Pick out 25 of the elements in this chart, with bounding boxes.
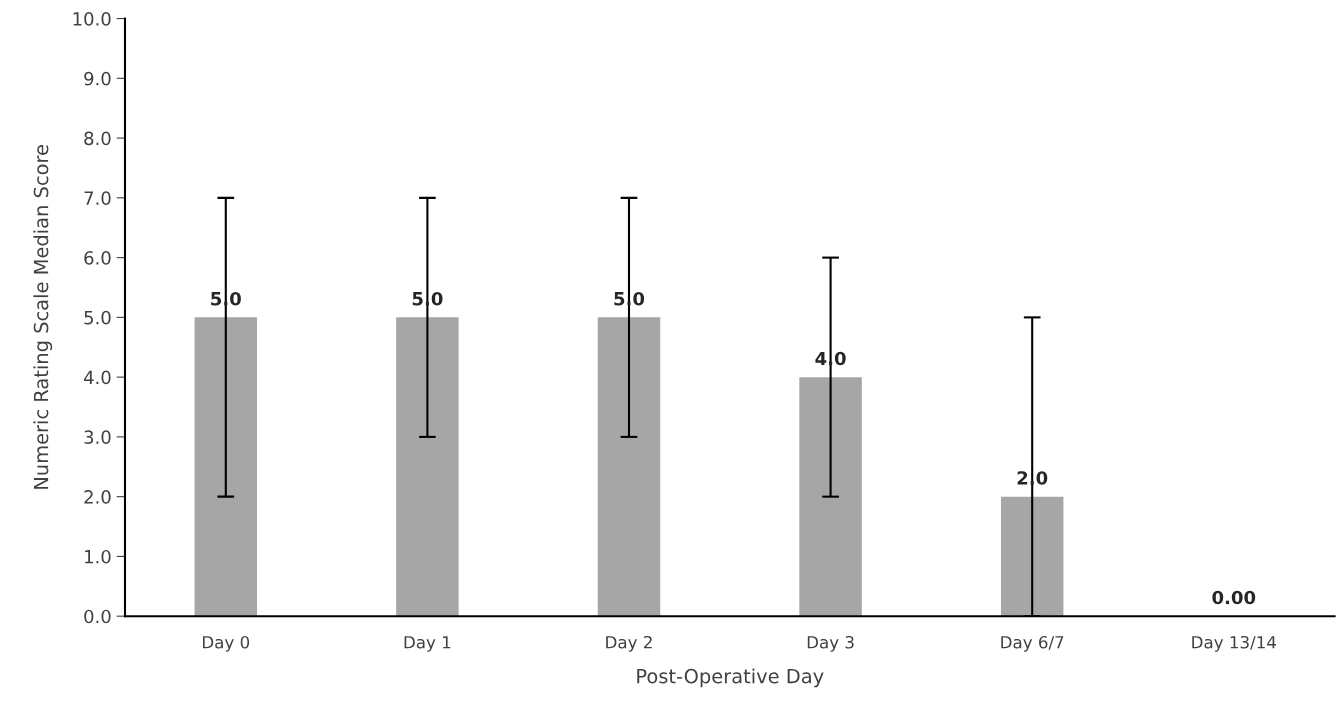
x-tick-label: Day 13/14 [1192, 635, 1276, 652]
y-tick-label: 9.0 [84, 71, 111, 86]
x-tick-label: Day 3 [807, 635, 854, 652]
x-tick-label: Day 0 [203, 635, 250, 652]
y-tick-label: 8.0 [84, 131, 111, 146]
x-tick-label: Day 2 [606, 635, 652, 652]
bar [799, 377, 862, 617]
y-tick-label: 5.0 [84, 310, 111, 325]
y-tick-label: 7.0 [84, 191, 111, 205]
y-tick-label: 1.0 [85, 549, 111, 564]
bar [597, 317, 661, 617]
x-axis-title: Post-Operative Day [637, 668, 824, 688]
y-tick-label: 2.0 [84, 490, 111, 504]
y-axis-title: Numeric Rating Scale Median Score [33, 145, 53, 489]
y-tick-label: 3.0 [84, 430, 111, 445]
bar [194, 317, 258, 617]
x-tick-label: Day 6/7 [1001, 635, 1064, 652]
y-tick-label: 6.0 [84, 251, 111, 265]
bar [396, 317, 459, 617]
y-tick-label: 4.0 [83, 370, 111, 385]
x-tick-label: Day 1 [404, 636, 451, 652]
data-label: 0.00 [1212, 590, 1256, 605]
bar [1000, 496, 1064, 617]
y-tick-label: 10.0 [73, 12, 111, 26]
y-tick-label: 0.0 [84, 609, 111, 624]
